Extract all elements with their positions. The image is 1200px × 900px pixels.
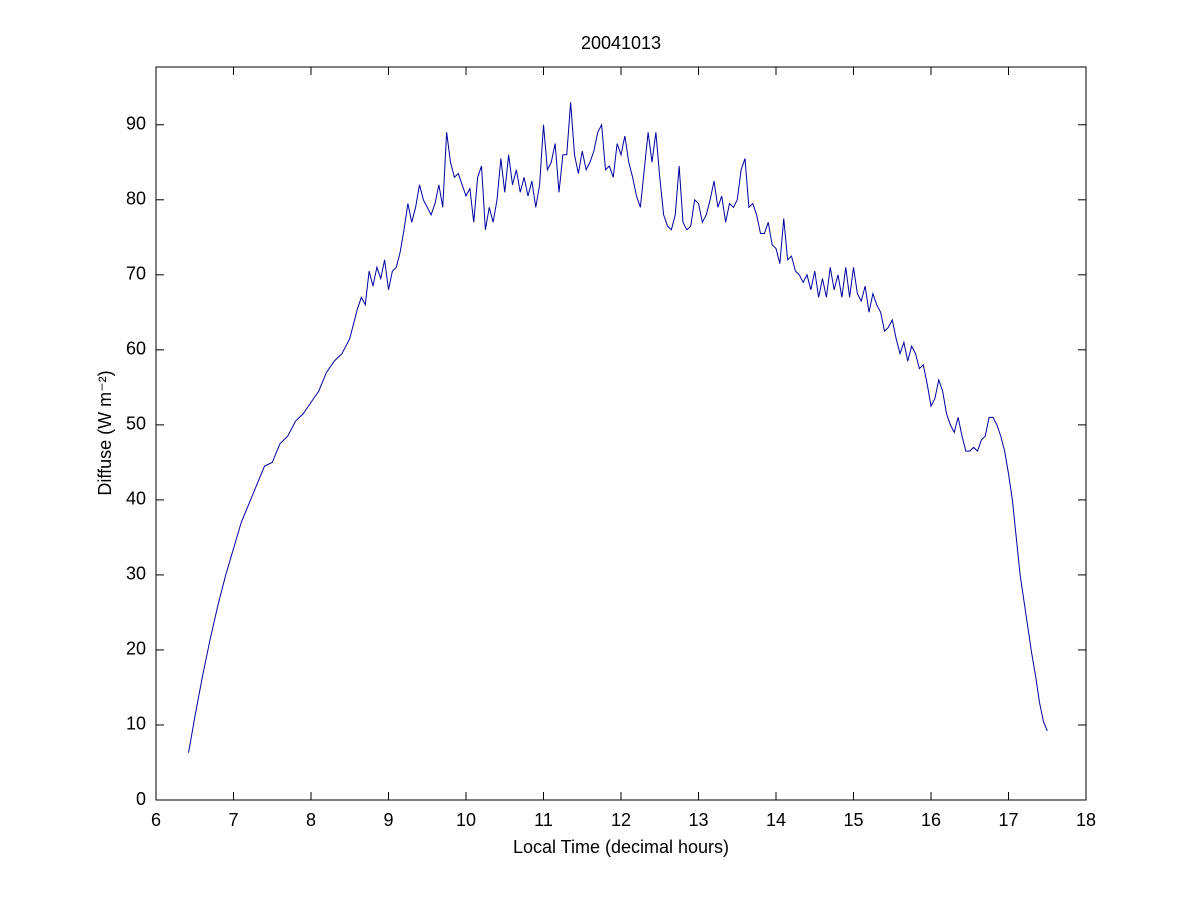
y-tick-label: 80 xyxy=(126,189,146,209)
y-tick-label: 10 xyxy=(126,714,146,734)
x-tick-label: 15 xyxy=(843,810,863,830)
x-tick-label: 10 xyxy=(456,810,476,830)
y-tick-label: 30 xyxy=(126,564,146,584)
x-axis-label: Local Time (decimal hours) xyxy=(513,837,729,857)
x-tick-label: 13 xyxy=(688,810,708,830)
x-tick-label: 12 xyxy=(611,810,631,830)
x-tick-label: 16 xyxy=(921,810,941,830)
y-tick-label: 50 xyxy=(126,414,146,434)
x-tick-label: 17 xyxy=(998,810,1018,830)
x-tick-label: 6 xyxy=(151,810,161,830)
plot-area xyxy=(155,66,1087,801)
x-tick-label: 14 xyxy=(766,810,786,830)
x-tick-label: 7 xyxy=(228,810,238,830)
y-tick-label: 70 xyxy=(126,264,146,284)
x-tick-label: 11 xyxy=(534,810,553,830)
y-tick-label: 20 xyxy=(126,639,146,659)
y-axis-label: Diffuse (W m⁻²) xyxy=(95,370,115,495)
x-tick-label: 18 xyxy=(1076,810,1096,830)
x-tick-label: 9 xyxy=(383,810,393,830)
y-tick-label: 0 xyxy=(136,789,146,809)
y-tick-label: 40 xyxy=(126,489,146,509)
chart-title: 20041013 xyxy=(581,33,661,53)
y-tick-label: 90 xyxy=(126,114,146,134)
data-line xyxy=(188,102,1048,753)
x-tick-label: 8 xyxy=(306,810,316,830)
y-tick-label: 60 xyxy=(126,339,146,359)
